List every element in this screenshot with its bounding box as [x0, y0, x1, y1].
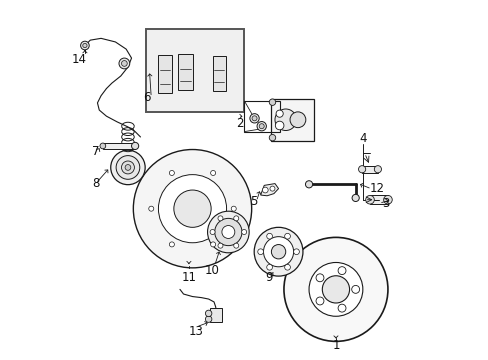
Circle shape: [373, 166, 381, 173]
Bar: [369, 195, 387, 204]
Circle shape: [100, 143, 105, 149]
Circle shape: [257, 249, 263, 255]
Circle shape: [269, 186, 274, 191]
Circle shape: [207, 211, 249, 253]
Bar: [244, 101, 280, 132]
Circle shape: [82, 43, 87, 48]
Bar: [178, 54, 192, 90]
Circle shape: [351, 194, 359, 202]
Bar: [362, 166, 377, 173]
Circle shape: [205, 310, 211, 317]
Text: 14: 14: [71, 53, 86, 66]
Circle shape: [133, 149, 251, 268]
Bar: [158, 55, 171, 93]
Circle shape: [365, 195, 373, 204]
Circle shape: [284, 233, 290, 239]
Circle shape: [116, 156, 140, 179]
Circle shape: [337, 267, 346, 275]
Circle shape: [383, 195, 391, 204]
Text: 6: 6: [142, 91, 150, 104]
Circle shape: [119, 58, 129, 69]
Circle shape: [131, 142, 139, 149]
Text: 13: 13: [188, 325, 203, 338]
Text: 11: 11: [181, 271, 196, 284]
Circle shape: [269, 134, 275, 141]
Circle shape: [210, 171, 215, 175]
Text: 8: 8: [92, 177, 99, 190]
Bar: [212, 56, 226, 91]
Circle shape: [233, 216, 238, 221]
Text: 10: 10: [204, 264, 219, 277]
Text: 12: 12: [369, 183, 384, 195]
Circle shape: [81, 41, 89, 50]
Bar: [145, 30, 244, 112]
Circle shape: [274, 109, 296, 131]
Circle shape: [263, 237, 293, 267]
Circle shape: [210, 229, 215, 234]
Circle shape: [222, 226, 234, 238]
Circle shape: [121, 161, 134, 174]
Text: 1: 1: [331, 339, 339, 352]
Circle shape: [262, 187, 267, 193]
Circle shape: [284, 264, 290, 270]
Circle shape: [205, 316, 211, 322]
Circle shape: [218, 243, 223, 248]
Circle shape: [249, 114, 259, 123]
Text: 9: 9: [264, 271, 272, 284]
Circle shape: [266, 233, 272, 239]
Circle shape: [322, 276, 349, 303]
Circle shape: [266, 264, 272, 270]
Circle shape: [315, 297, 323, 305]
Text: 5: 5: [249, 195, 257, 208]
Circle shape: [214, 219, 242, 246]
Circle shape: [148, 206, 153, 211]
Bar: [271, 99, 314, 140]
Circle shape: [218, 216, 223, 221]
Circle shape: [271, 244, 285, 259]
Circle shape: [210, 242, 215, 247]
Circle shape: [158, 175, 226, 243]
Text: 7: 7: [92, 145, 99, 158]
Circle shape: [231, 206, 236, 211]
Circle shape: [169, 242, 174, 247]
Bar: [102, 143, 135, 149]
Circle shape: [174, 190, 211, 227]
Circle shape: [110, 150, 145, 185]
Circle shape: [169, 171, 174, 175]
Circle shape: [259, 124, 264, 129]
Circle shape: [125, 165, 131, 170]
Circle shape: [121, 60, 127, 66]
Circle shape: [284, 237, 387, 341]
Circle shape: [233, 243, 238, 248]
Text: 3: 3: [382, 197, 389, 210]
Circle shape: [293, 249, 299, 255]
Circle shape: [308, 262, 362, 316]
Circle shape: [251, 116, 257, 121]
Circle shape: [241, 229, 246, 234]
Circle shape: [257, 122, 266, 131]
Circle shape: [276, 110, 283, 117]
Circle shape: [305, 181, 312, 188]
Bar: [210, 308, 221, 321]
Circle shape: [275, 121, 284, 130]
Circle shape: [358, 166, 365, 173]
Text: 4: 4: [358, 132, 366, 145]
Polygon shape: [260, 184, 278, 196]
Circle shape: [254, 227, 303, 276]
Circle shape: [351, 285, 359, 293]
Circle shape: [269, 99, 275, 105]
Circle shape: [315, 274, 323, 282]
Circle shape: [289, 112, 305, 128]
Text: 2: 2: [236, 117, 244, 130]
Circle shape: [337, 304, 346, 312]
